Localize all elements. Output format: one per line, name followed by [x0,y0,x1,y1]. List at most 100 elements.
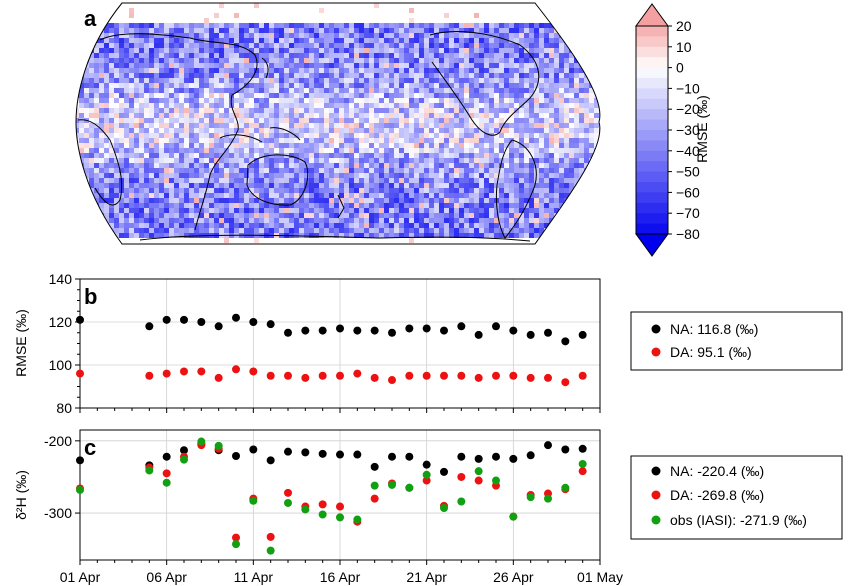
map-cell [149,123,154,128]
map-cell [239,3,244,8]
map-cell [124,8,129,13]
map-cell [574,83,579,88]
map-cell [349,108,354,113]
map-cell [234,53,239,58]
map-cell [79,138,84,143]
map-cell [434,118,439,123]
map-cell [79,178,84,183]
map-cell [104,158,109,163]
map-cell [579,8,584,13]
map-cell [334,128,339,133]
map-cell [389,178,394,183]
map-cell [514,98,519,103]
map-cell [414,103,419,108]
map-cell [549,68,554,73]
map-cell [499,48,504,53]
map-cell [409,53,414,58]
map-cell [159,153,164,158]
map-cell [579,98,584,103]
map-cell [379,43,384,48]
map-cell [164,133,169,138]
map-cell [194,38,199,43]
map-cell [564,158,569,163]
map-cell [429,28,434,33]
map-cell [84,188,89,193]
map-cell [304,148,309,153]
map-cell [209,208,214,213]
map-cell [114,13,119,18]
map-cell [319,193,324,198]
map-cell [344,133,349,138]
map-cell [509,38,514,43]
map-cell [89,203,94,208]
map-cell [109,23,114,28]
map-cell [519,63,524,68]
map-cell [359,43,364,48]
map-cell [349,68,354,73]
map-cell [449,153,454,158]
map-cell [479,233,484,238]
map-cell [139,143,144,148]
map-cell [374,198,379,203]
map-cell [324,88,329,93]
map-cell [469,93,474,98]
map-cell [324,193,329,198]
map-cell [149,188,154,193]
map-cell [314,208,319,213]
map-cell [104,153,109,158]
map-cell [259,228,264,233]
map-cell [479,28,484,33]
map-cell [209,188,214,193]
map-cell [214,43,219,48]
map-cell [304,213,309,218]
map-cell [174,28,179,33]
map-cell [144,148,149,153]
map-cell [194,28,199,33]
map-cell [534,28,539,33]
map-cell [254,213,259,218]
map-cell [264,198,269,203]
map-cell [404,138,409,143]
map-cell [504,78,509,83]
map-cell [519,168,524,173]
map-cell [304,88,309,93]
map-cell [269,58,274,63]
map-cell [209,128,214,133]
map-cell [94,158,99,163]
map-cell [454,33,459,38]
map-cell [474,38,479,43]
map-cell [439,183,444,188]
map-cell [379,183,384,188]
map-cell [509,213,514,218]
map-cell [159,148,164,153]
map-cell [76,123,79,128]
map-cell [164,13,169,18]
map-cell [209,103,214,108]
map-cell [364,113,369,118]
map-cell [304,78,309,83]
map-cell [504,183,509,188]
map-cell [464,38,469,43]
map-cell [384,108,389,113]
map-cell [134,8,139,13]
map-cell [104,163,109,168]
map-cell [584,143,589,148]
map-cell [159,43,164,48]
map-cell [349,23,354,28]
map-cell [584,53,589,58]
map-cell [259,53,264,58]
map-cell [179,3,184,8]
map-cell [279,168,284,173]
map-cell [379,133,384,138]
map-cell [599,98,600,103]
map-cell [489,158,494,163]
map-cell [349,123,354,128]
map-cell [334,148,339,153]
map-cell [259,78,264,83]
map-cell [439,48,444,53]
map-cell [119,238,124,243]
map-cell [339,223,344,228]
map-cell [194,53,199,58]
map-cell [184,3,189,8]
map-cell [259,73,264,78]
